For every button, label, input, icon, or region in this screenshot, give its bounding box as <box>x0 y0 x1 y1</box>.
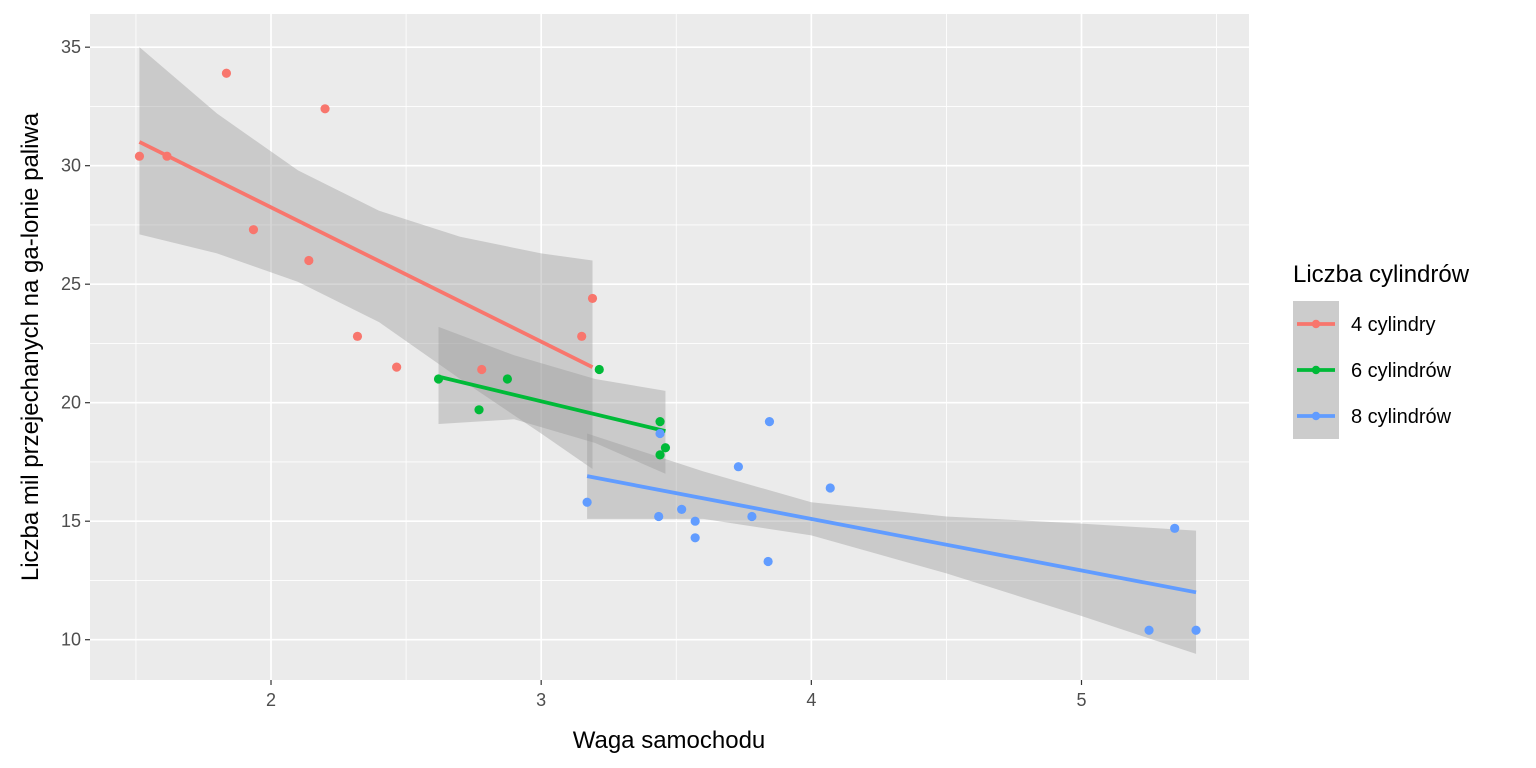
data-point <box>660 443 671 453</box>
x-tick-label: 4 <box>806 690 816 710</box>
grid-major <box>90 14 1249 680</box>
x-axis-title: Waga samochodu <box>573 727 766 754</box>
data-point <box>502 374 513 384</box>
data-point <box>392 362 402 372</box>
x-axis-ticks: 2 3 4 5 <box>266 680 1087 710</box>
legend-key-point <box>1311 319 1321 329</box>
data-point <box>248 225 259 235</box>
fit-line <box>138 140 594 369</box>
fit-lines <box>138 140 1197 595</box>
data-point <box>690 533 700 543</box>
y-tick-label: 25 <box>61 274 81 294</box>
grid-minor <box>90 14 1249 680</box>
x-tick-label: 2 <box>266 690 276 710</box>
data-point <box>162 151 172 161</box>
x-tick-label: 3 <box>536 690 546 710</box>
legend-items: 4 cylindry 6 cylindrów 8 cylindrów <box>1293 301 1452 439</box>
data-point <box>304 255 314 266</box>
legend-title: Liczba cylindrów <box>1293 261 1470 288</box>
confidence-bands <box>139 47 1197 654</box>
legend: Liczba cylindrów 4 cylindry 6 cylindrów 8 … <box>1293 261 1470 439</box>
data-point <box>134 151 145 161</box>
data-point <box>654 511 664 522</box>
legend-label: 8 cylindrów <box>1351 406 1452 428</box>
y-axis-title: Liczba mil przejechanych na ga-lonie pal… <box>17 112 44 581</box>
y-tick-label: 15 <box>61 511 81 531</box>
data-point <box>733 462 743 472</box>
data-point <box>1191 625 1201 635</box>
data-point <box>577 331 587 341</box>
plot-panel <box>90 14 1249 680</box>
y-tick-label: 35 <box>61 37 81 57</box>
legend-key-point <box>1311 411 1321 421</box>
data-point <box>825 483 835 493</box>
data-point <box>594 364 604 375</box>
fit-line <box>438 374 666 433</box>
data-point <box>582 497 592 507</box>
legend-label: 6 cylindrów <box>1351 360 1452 382</box>
data-point <box>655 428 665 439</box>
data-points <box>134 68 1201 635</box>
data-point <box>587 293 598 304</box>
x-tick-label: 5 <box>1076 690 1086 710</box>
data-point <box>320 104 330 114</box>
y-tick-label: 10 <box>61 630 81 650</box>
data-point <box>764 417 775 427</box>
data-point <box>763 556 773 567</box>
data-point <box>1170 523 1180 533</box>
data-point <box>352 331 363 341</box>
confidence-band <box>139 47 593 470</box>
data-point <box>433 374 444 384</box>
data-point <box>655 450 665 460</box>
data-point <box>677 504 687 514</box>
data-point <box>747 511 757 522</box>
legend-key-point <box>1311 365 1321 375</box>
data-point <box>474 405 484 415</box>
data-point <box>477 364 487 375</box>
y-axis-ticks: 10 15 20 25 30 35 <box>61 37 90 650</box>
y-tick-label: 20 <box>61 393 81 413</box>
confidence-band <box>438 326 666 474</box>
data-point <box>1144 625 1154 635</box>
confidence-band <box>587 433 1197 654</box>
legend-label: 4 cylindry <box>1351 314 1435 336</box>
data-point <box>690 516 700 526</box>
fit-line <box>586 474 1197 595</box>
data-point <box>655 417 665 427</box>
y-tick-label: 30 <box>61 156 81 176</box>
data-point <box>221 68 232 78</box>
